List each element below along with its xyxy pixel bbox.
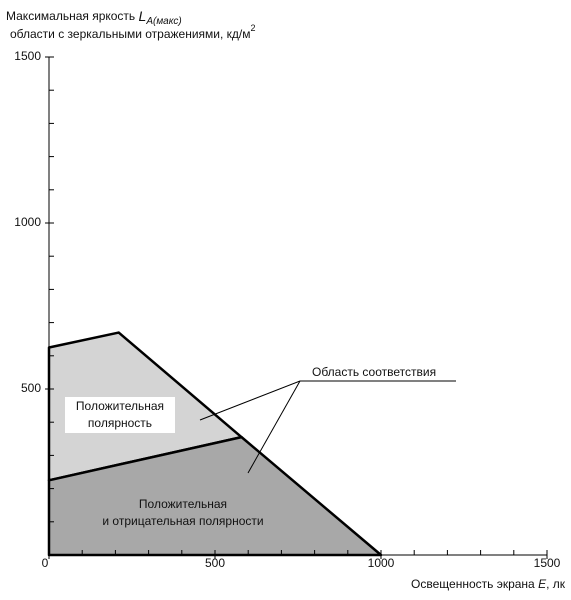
y-axis-label: Максимальная яркость LA(макс)	[6, 8, 182, 27]
annotation-leader	[199, 380, 456, 474]
y-tick-label: 1500	[14, 49, 41, 63]
annotation: Область соответствия	[312, 365, 436, 379]
y-tick-label: 500	[21, 381, 41, 395]
y-tick-label: 1000	[14, 215, 41, 229]
region-label: полярность	[88, 416, 152, 430]
region-label: Положительная	[76, 399, 164, 413]
region-label: и отрицательная полярности	[102, 514, 263, 528]
x-axis-label: Освещенность экрана E, лк	[411, 577, 566, 591]
y-axis-label: области с зеркальными отражениями, кд/м2	[10, 23, 256, 41]
x-tick-label: 0	[42, 556, 49, 570]
x-tick-label: 1500	[534, 556, 561, 570]
x-tick-label: 1000	[368, 556, 395, 570]
label-box	[65, 397, 175, 433]
x-tick-label: 500	[205, 556, 225, 570]
region-label: Положительная	[139, 497, 227, 511]
